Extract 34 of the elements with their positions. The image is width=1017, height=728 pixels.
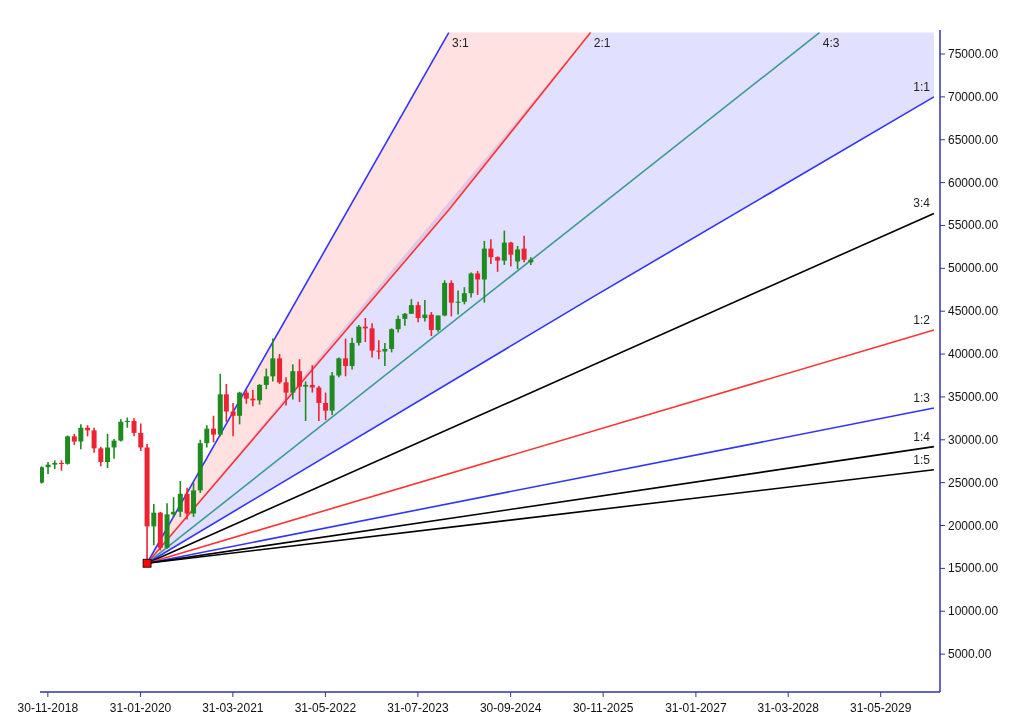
x-tick-label: 31-01-2027 (665, 701, 727, 715)
x-tick-label: 31-05-2029 (850, 701, 912, 715)
series-label: 4:3 (822, 35, 840, 50)
y-tick-label: 10000.00 (948, 604, 999, 619)
y-tick-label: 55000.00 (948, 218, 999, 233)
x-tick-label: 31-03-2028 (757, 701, 820, 715)
x-tick-label: 30-09-2024 (479, 701, 542, 715)
y-tick-label: 75000.00 (948, 47, 999, 61)
series-label: 1:1 (913, 79, 931, 94)
series-label: 3:1 (452, 35, 470, 50)
series-label: 3:4 (913, 196, 931, 211)
x-tick-label: 30-11-2018 (17, 701, 79, 715)
y-tick-label: 25000.00 (948, 475, 999, 490)
y-tick-label: 40000.00 (948, 347, 999, 362)
x-tick-label: 30-11-2025 (572, 701, 634, 715)
y-tick-label: 5000.00 (948, 647, 992, 662)
x-tick-label: 31-03-2021 (202, 701, 264, 715)
x-tick-label: 31-01-2020 (109, 701, 172, 715)
y-tick-label: 70000.00 (948, 89, 999, 104)
series-label: 1:2 (913, 313, 931, 328)
series-label: 1:3 (913, 391, 931, 406)
y-tick-label: 45000.00 (948, 304, 999, 319)
series-label: 2:1 (593, 35, 611, 50)
series-label: 1:4 (913, 429, 931, 444)
y-tick-label: 60000.00 (948, 175, 999, 190)
y-tick-label: 20000.00 (948, 518, 999, 533)
x-tick-label: 31-07-2023 (387, 701, 449, 715)
y-tick-label: 30000.00 (948, 432, 999, 447)
y-tick-label: 35000.00 (948, 389, 999, 404)
y-tick-label: 50000.00 (948, 261, 999, 276)
y-tick-label: 15000.00 (948, 561, 999, 576)
x-tick-label: 31-05-2022 (294, 701, 357, 715)
series-label: 1:5 (913, 452, 931, 467)
y-tick-label: 65000.00 (948, 132, 999, 147)
